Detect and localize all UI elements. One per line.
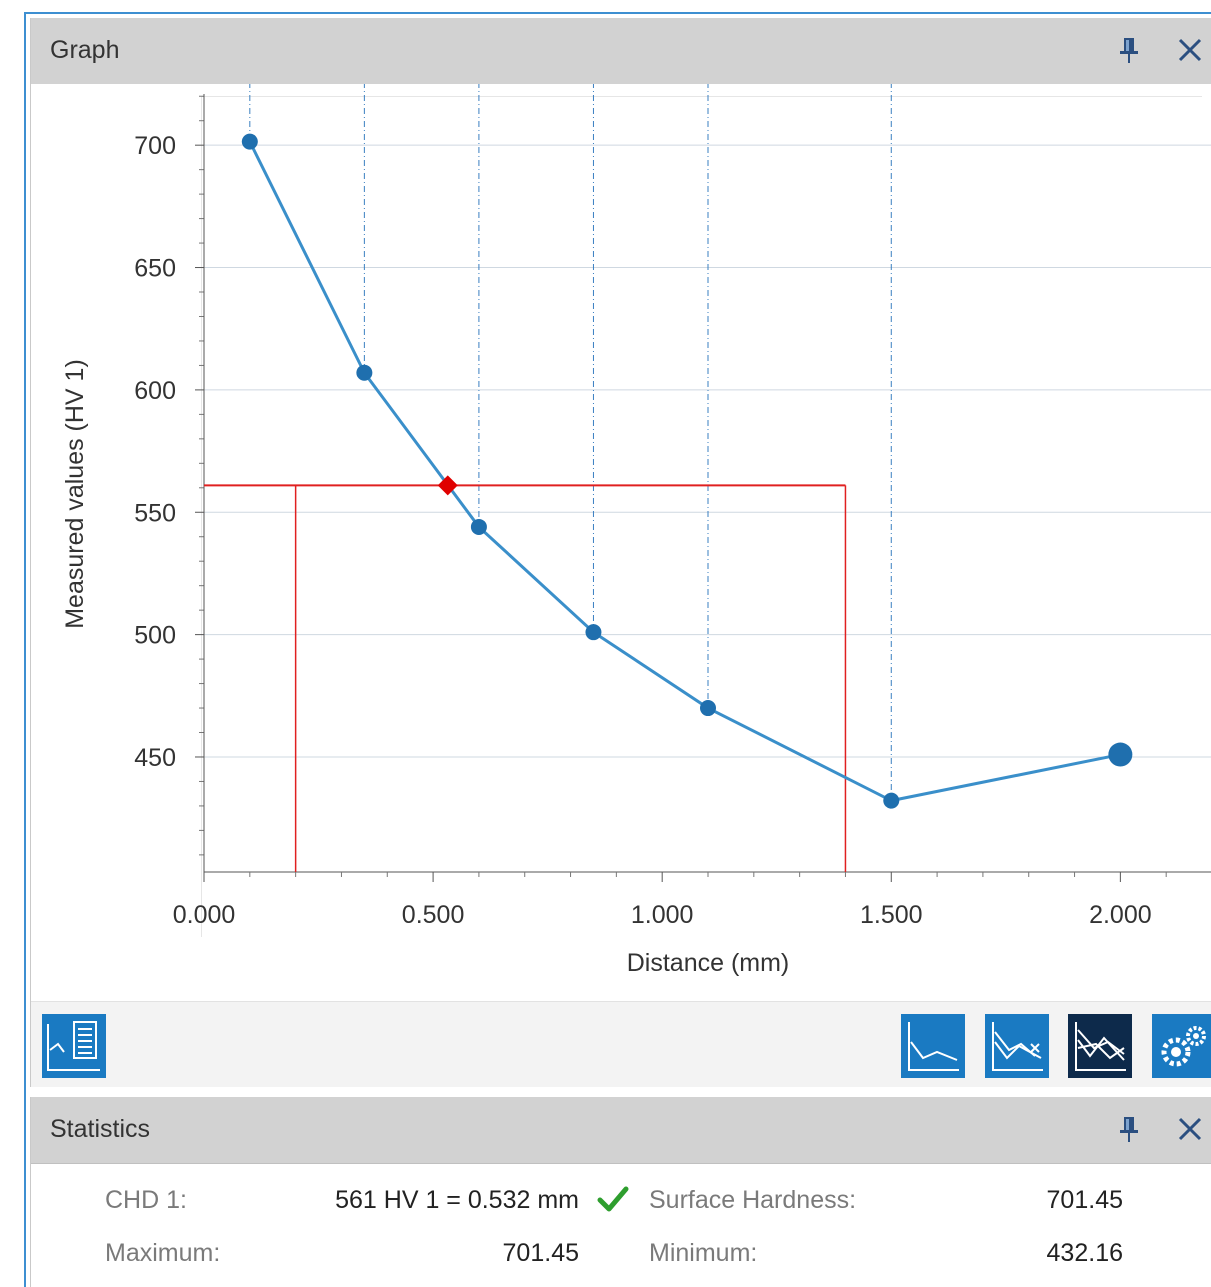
maximum-value: 701.45	[502, 1239, 579, 1267]
y-tick-label: 650	[134, 255, 176, 283]
x-tick-label: 0.000	[173, 901, 236, 929]
statistics-panel: Statistics CHD 1: 561 HV 1 = 0.532 mm Su…	[30, 1097, 1211, 1287]
graph-panel-title: Graph	[50, 36, 120, 64]
data-point[interactable]	[241, 133, 258, 150]
y-tick-label: 600	[134, 377, 176, 405]
surface-hardness-value: 701.45	[1046, 1186, 1123, 1214]
y-tick-label: 450	[134, 744, 176, 772]
close-icon[interactable]	[1172, 32, 1208, 68]
surface-hardness-label: Surface Hardness:	[649, 1186, 857, 1214]
maximum-label: Maximum:	[105, 1239, 221, 1267]
settings-gears-icon[interactable]	[1152, 1014, 1211, 1078]
checkmark-icon	[597, 1186, 629, 1212]
x-tick-label: 2.000	[1089, 901, 1152, 929]
chd-marker	[437, 475, 458, 496]
data-point[interactable]	[470, 518, 487, 535]
x-axis-label: Distance (mm)	[627, 949, 790, 977]
pin-icon[interactable]	[1115, 1111, 1143, 1147]
x-tick-label: 0.500	[402, 901, 465, 929]
graph-panel-header: Graph	[31, 18, 1211, 85]
window-top-edge	[24, 12, 1211, 14]
chart-area: 700 650 600 550 500 450 0.000 0.500 1.000 1.500 2.…	[31, 84, 1211, 999]
window-left-edge	[24, 12, 26, 1287]
plot-frame	[201, 96, 1202, 937]
y-tick-label: 550	[134, 499, 176, 527]
data-point[interactable]	[356, 364, 373, 381]
y-tick-label: 700	[134, 132, 176, 160]
pin-icon[interactable]	[1115, 32, 1143, 68]
x-tick-label: 1.500	[860, 901, 923, 929]
x-tick-label: 1.000	[631, 901, 694, 929]
statistics-panel-title: Statistics	[50, 1115, 151, 1143]
chd-label: CHD 1:	[105, 1186, 187, 1214]
graph-panel: Graph 700 650 600 550 500 450 0.000 0.500 1.000 1…	[30, 18, 1211, 1087]
line-chart[interactable]: 700 650 600 550 500 450 0.000 0.500 1.000 1.500 2.…	[31, 84, 1211, 999]
data-point[interactable]	[585, 624, 602, 641]
chd-value: 561 HV 1 = 0.532 mm	[335, 1186, 579, 1214]
minimum-label: Minimum:	[649, 1239, 758, 1267]
highlighted-data-point[interactable]	[1108, 742, 1133, 767]
table-chart-icon[interactable]	[42, 1014, 106, 1078]
single-curve-icon[interactable]	[901, 1014, 965, 1078]
close-icon[interactable]	[1172, 1111, 1208, 1147]
y-tick-label: 500	[134, 622, 176, 650]
series-line	[248, 140, 1121, 803]
data-point[interactable]	[700, 700, 716, 717]
minimum-value: 432.16	[1046, 1239, 1123, 1267]
statistics-panel-header: Statistics	[31, 1097, 1211, 1164]
graph-toolbar	[31, 1001, 1211, 1087]
all-curves-icon[interactable]	[1068, 1014, 1132, 1078]
overlay-curves-icon[interactable]	[985, 1014, 1049, 1078]
y-axis-label: Measured values (HV 1)	[61, 359, 89, 629]
data-point[interactable]	[883, 792, 900, 809]
